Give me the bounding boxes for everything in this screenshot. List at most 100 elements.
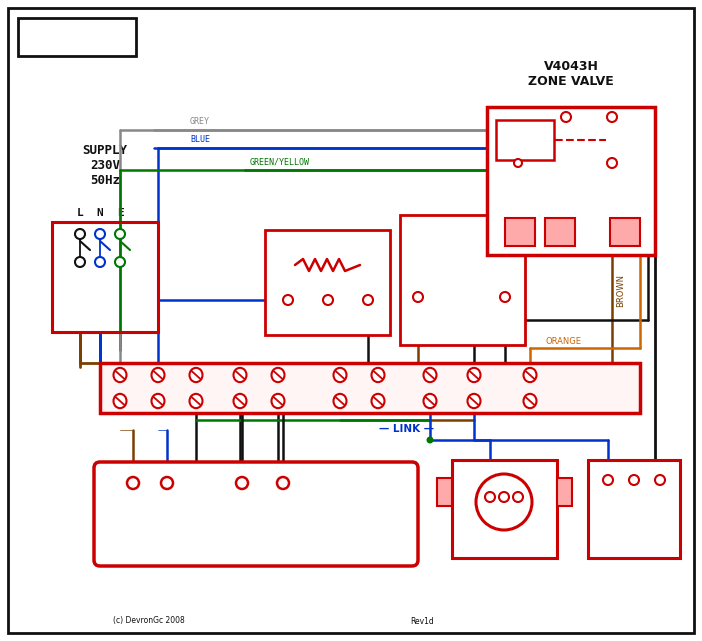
Text: 2: 2 <box>167 370 173 379</box>
Bar <box>496 120 554 160</box>
Circle shape <box>607 112 617 122</box>
Circle shape <box>363 295 373 305</box>
Text: PUMP: PUMP <box>484 542 524 554</box>
Bar <box>487 107 655 255</box>
Circle shape <box>513 492 523 502</box>
Circle shape <box>655 475 665 485</box>
Text: NC: NC <box>620 108 633 117</box>
Text: 2: 2 <box>285 307 291 317</box>
Ellipse shape <box>234 394 246 408</box>
Text: GREEN/YELLOW: GREEN/YELLOW <box>250 157 310 166</box>
Circle shape <box>500 292 510 302</box>
Bar <box>265 230 390 335</box>
Text: N: N <box>604 489 612 499</box>
Text: * CONTACT CLOSED
MEANS CALLING
FOR HEAT: * CONTACT CLOSED MEANS CALLING FOR HEAT <box>415 315 494 345</box>
Circle shape <box>75 229 85 239</box>
Text: NO: NO <box>543 108 557 117</box>
Bar <box>545 218 575 246</box>
Bar <box>100 363 640 413</box>
Circle shape <box>283 295 293 305</box>
Text: E: E <box>501 481 508 491</box>
Circle shape <box>127 477 139 489</box>
Text: 1*: 1* <box>410 304 422 314</box>
Text: 7: 7 <box>387 370 392 379</box>
Text: Rev1d: Rev1d <box>410 617 434 626</box>
Ellipse shape <box>190 368 202 382</box>
Text: M: M <box>520 131 530 149</box>
Circle shape <box>115 229 125 239</box>
Ellipse shape <box>468 368 480 382</box>
Ellipse shape <box>272 368 284 382</box>
Text: L: L <box>656 489 663 499</box>
Bar <box>557 478 572 506</box>
Ellipse shape <box>468 394 480 408</box>
Ellipse shape <box>114 394 126 408</box>
Text: ORANGE: ORANGE <box>545 337 581 346</box>
Text: C: C <box>504 304 510 314</box>
Text: 1: 1 <box>325 307 331 317</box>
Circle shape <box>95 229 105 239</box>
Text: V4043H
ZONE VALVE: V4043H ZONE VALVE <box>528 60 614 88</box>
Text: N: N <box>162 492 171 502</box>
Text: N: N <box>486 481 494 491</box>
Text: E: E <box>630 489 637 499</box>
Text: CH: CH <box>233 492 251 502</box>
Text: 3: 3 <box>205 370 211 379</box>
Text: C: C <box>620 158 626 167</box>
Ellipse shape <box>114 368 126 382</box>
Text: SUPPLY
230V
50Hz: SUPPLY 230V 50Hz <box>83 144 128 187</box>
Text: WHITE: WHITE <box>490 309 517 318</box>
Text: BOILER: BOILER <box>609 542 659 554</box>
Circle shape <box>323 295 333 305</box>
Text: E: E <box>117 208 124 218</box>
Circle shape <box>75 257 85 267</box>
Text: HW: HW <box>272 492 293 502</box>
Circle shape <box>499 492 509 502</box>
Circle shape <box>607 158 617 168</box>
Ellipse shape <box>524 368 536 382</box>
Text: 8: 8 <box>439 370 444 379</box>
Circle shape <box>115 257 125 267</box>
Text: BROWN: BROWN <box>616 274 625 306</box>
Ellipse shape <box>423 368 437 382</box>
Ellipse shape <box>333 394 347 408</box>
Bar <box>610 218 640 246</box>
Text: BLUE: BLUE <box>190 135 210 144</box>
Text: — LINK —: — LINK — <box>378 424 434 434</box>
Circle shape <box>95 257 105 267</box>
Text: 10: 10 <box>539 370 550 379</box>
Ellipse shape <box>190 394 202 408</box>
Text: L: L <box>515 481 521 491</box>
Ellipse shape <box>333 368 347 382</box>
Bar <box>18 18 136 56</box>
Circle shape <box>277 477 289 489</box>
Text: N: N <box>97 208 103 218</box>
Circle shape <box>427 437 434 444</box>
Bar <box>505 218 535 246</box>
Bar <box>588 460 680 558</box>
Text: (c) DevronGc 2008: (c) DevronGc 2008 <box>113 617 185 626</box>
Circle shape <box>514 159 522 167</box>
Circle shape <box>603 475 613 485</box>
Circle shape <box>629 475 639 485</box>
Circle shape <box>476 474 532 530</box>
Text: 'C' PLAN: 'C' PLAN <box>35 28 119 46</box>
Bar <box>452 460 557 558</box>
Text: L: L <box>77 208 84 218</box>
Text: 6: 6 <box>349 370 355 379</box>
Text: 4: 4 <box>249 370 254 379</box>
Text: 5: 5 <box>287 370 292 379</box>
Text: 9: 9 <box>483 370 489 379</box>
Circle shape <box>561 112 571 122</box>
Ellipse shape <box>234 368 246 382</box>
Bar <box>52 222 158 332</box>
Circle shape <box>485 492 495 502</box>
Circle shape <box>413 292 423 302</box>
Text: T6360B
ROOM STAT: T6360B ROOM STAT <box>296 232 360 260</box>
Text: 1: 1 <box>129 370 134 379</box>
FancyBboxPatch shape <box>94 462 418 566</box>
Text: GREY: GREY <box>190 117 210 126</box>
Ellipse shape <box>371 368 385 382</box>
Ellipse shape <box>152 368 164 382</box>
Circle shape <box>236 477 248 489</box>
